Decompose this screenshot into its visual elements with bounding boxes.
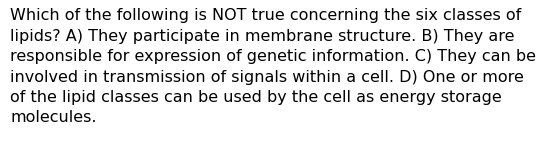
Text: Which of the following is NOT true concerning the six classes of
lipids? A) They: Which of the following is NOT true conce… [10,8,536,125]
